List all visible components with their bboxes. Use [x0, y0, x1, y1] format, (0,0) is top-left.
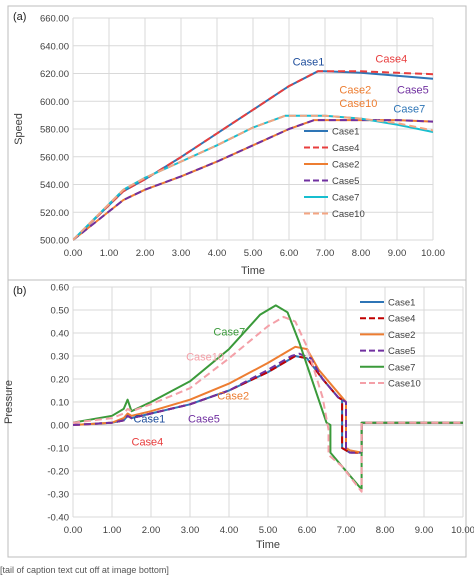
y-tick-label: 0.10 [51, 398, 70, 409]
y-tick-label: -0.10 [47, 444, 69, 455]
y-tick-label: 560.00 [40, 152, 69, 163]
annotation-case10: Case10 [339, 98, 377, 110]
annotation-case1: Case1 [293, 56, 325, 68]
series-line-case4 [73, 70, 433, 241]
y-tick-label: 0.50 [51, 306, 70, 317]
x-axis-title: Time [256, 539, 280, 551]
x-tick-label: 4.00 [208, 248, 227, 259]
x-tick-label: 1.00 [100, 248, 119, 259]
x-axis-title: Time [241, 265, 265, 277]
y-tick-label: 540.00 [40, 180, 69, 191]
annotation-case5: Case5 [397, 84, 429, 96]
x-tick-label: 3.00 [181, 525, 200, 536]
panel-b: 0.00 1.00 2.00 3.00 4.00 5.00 6.00 7.00 8.00 9.00… [3, 279, 474, 558]
legend: Case1 Case4 Case2 Case5 Case7 Case10 [304, 127, 365, 220]
y-tick-label: -0.40 [47, 513, 69, 524]
y-tick-label: 500.00 [40, 236, 69, 247]
x-tick-label: 0.00 [64, 248, 83, 259]
y-tick-label: -0.30 [47, 490, 69, 501]
y-tick-label: 0.00 [51, 421, 70, 432]
panel-a: 0.00 1.00 2.00 3.00 4.00 5.00 6.00 7.00 8.00 9.00… [7, 5, 467, 281]
panel-label: (a) [13, 11, 26, 23]
x-tick-label: 1.00 [103, 525, 122, 536]
y-tick-label: -0.20 [47, 467, 69, 478]
x-tick-label: 7.00 [337, 525, 356, 536]
annotation-case5: Case5 [188, 414, 220, 426]
legend-label: Case4 [388, 314, 415, 325]
annotation-case1: Case1 [133, 414, 165, 426]
annotation-case2: Case2 [339, 84, 371, 96]
legend-label: Case5 [332, 176, 359, 187]
annotation-case4: Case4 [375, 53, 407, 65]
panel-label: (b) [13, 285, 26, 297]
y-tick-label: 660.00 [40, 14, 69, 25]
series-line-case7 [73, 304, 463, 491]
y-tick-label: 0.20 [51, 375, 70, 386]
x-tick-label: 4.00 [220, 525, 239, 536]
annotation-case7: Case7 [393, 104, 425, 116]
x-tick-label: 9.00 [415, 525, 434, 536]
x-tick-label: 7.00 [316, 248, 335, 259]
legend-label: Case1 [332, 127, 359, 138]
x-tick-label: 0.00 [64, 525, 83, 536]
legend-label: Case1 [388, 298, 415, 309]
legend: Case1 Case4 Case2 Case5 Case7 Case10 [360, 298, 421, 390]
panel-frame [7, 279, 467, 558]
x-tick-label: 8.00 [352, 248, 371, 259]
annotation-case2: Case2 [217, 391, 249, 403]
figure: 0.00 1.00 2.00 3.00 4.00 5.00 6.00 7.00 8.00 9.00… [3, 5, 474, 558]
y-tick-label: 520.00 [40, 208, 69, 219]
legend-label: Case10 [332, 209, 365, 220]
series-line-case5 [73, 352, 463, 454]
legend-label: Case10 [388, 379, 421, 390]
y-axis-title: Speed [13, 113, 25, 145]
annotation-case10: Case10 [186, 352, 224, 364]
x-tick-label: 3.00 [172, 248, 191, 259]
legend-label: Case2 [388, 330, 415, 341]
annotation-case4: Case4 [132, 437, 164, 449]
x-tick-label: 10.00 [451, 525, 474, 536]
y-axis-title: Pressure [3, 380, 15, 424]
figure-caption: [tail of caption text cut off at image b… [0, 565, 169, 575]
x-tick-label: 2.00 [136, 248, 155, 259]
legend-label: Case7 [388, 362, 415, 373]
legend-label: Case5 [388, 346, 415, 357]
series-line-case2 [73, 345, 463, 454]
legend-label: Case7 [332, 193, 359, 204]
x-tick-label: 6.00 [280, 248, 299, 259]
x-tick-label: 10.00 [421, 248, 445, 259]
panel-frame [7, 5, 467, 281]
x-tick-label: 9.00 [388, 248, 407, 259]
y-tick-label: 620.00 [40, 69, 69, 80]
x-tick-label: 5.00 [259, 525, 278, 536]
y-tick-label: 580.00 [40, 125, 69, 136]
x-tick-label: 8.00 [376, 525, 395, 536]
x-tick-label: 6.00 [298, 525, 317, 536]
x-tick-label: 5.00 [244, 248, 263, 259]
y-tick-label: 640.00 [40, 41, 69, 52]
series-line-case10 [73, 315, 463, 493]
y-tick-label: 0.30 [51, 352, 70, 363]
y-tick-label: 600.00 [40, 97, 69, 108]
legend-label: Case4 [332, 143, 359, 154]
annotation-case7: Case7 [213, 326, 245, 338]
y-tick-label: 0.60 [51, 283, 70, 294]
y-tick-label: 0.40 [51, 329, 70, 340]
series-line-case10 [73, 114, 433, 241]
x-tick-label: 2.00 [142, 525, 161, 536]
legend-label: Case2 [332, 160, 359, 171]
